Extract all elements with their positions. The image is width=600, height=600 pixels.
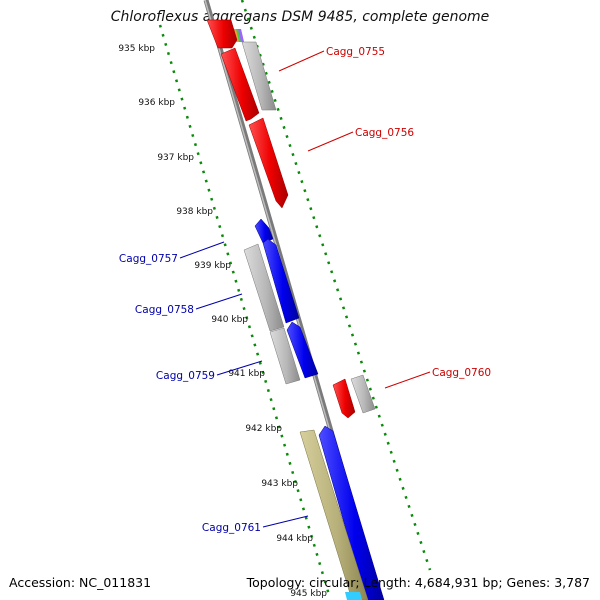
pseudo-feature[interactable] xyxy=(350,374,376,414)
inner-scale-track xyxy=(158,24,331,596)
feature-cluster-bottom xyxy=(345,592,362,600)
scale-label: 940 kbp xyxy=(211,315,248,325)
scale-label: 939 kbp xyxy=(194,261,231,271)
gene-label-cagg-0758[interactable]: Cagg_0758 xyxy=(135,304,194,316)
gene-label-cagg-0755[interactable]: Cagg_0755 xyxy=(326,46,385,58)
gene-feature-forward[interactable] xyxy=(220,47,260,122)
scale-label: 935 kbp xyxy=(118,44,155,54)
gene-label-cagg-0761[interactable]: Cagg_0761 xyxy=(202,522,261,534)
gene-feature-forward[interactable] xyxy=(332,378,356,419)
label-leader xyxy=(384,371,431,389)
scale-label: 945 kbp xyxy=(290,589,327,599)
gene-feature-reverse[interactable] xyxy=(262,238,300,324)
pseudo-feature[interactable] xyxy=(269,327,301,385)
pseudo-feature[interactable] xyxy=(243,243,285,332)
scale-label: 937 kbp xyxy=(157,153,194,163)
accession-text: Accession: NC_011831 xyxy=(9,575,152,590)
scale-label: 938 kbp xyxy=(176,207,213,217)
label-leader xyxy=(262,515,309,528)
label-leader xyxy=(307,131,354,152)
gene-label-cagg-0757[interactable]: Cagg_0757 xyxy=(119,253,178,265)
scale-label: 943 kbp xyxy=(261,479,298,489)
gene-label-cagg-0756[interactable]: Cagg_0756 xyxy=(355,127,414,139)
map-title: Chloroflexus aggregans DSM 9485, complet… xyxy=(110,9,490,25)
scale-labels: 935 kbp 936 kbp 937 kbp 938 kbp 939 kbp … xyxy=(118,44,327,599)
pseudo-feature[interactable] xyxy=(241,41,277,111)
label-leader xyxy=(216,360,263,376)
scale-label: 936 kbp xyxy=(138,98,175,108)
gene-feature-forward[interactable] xyxy=(248,117,289,209)
genome-summary-text: Topology: circular; Length: 4,684,931 bp… xyxy=(246,575,590,590)
label-leader xyxy=(278,50,325,72)
label-leader xyxy=(179,241,225,259)
scale-label: 942 kbp xyxy=(245,424,282,434)
scale-label: 944 kbp xyxy=(276,534,313,544)
scale-label: 941 kbp xyxy=(228,369,265,379)
other-feature[interactable] xyxy=(299,429,369,600)
gene-label-cagg-0759[interactable]: Cagg_0759 xyxy=(156,370,215,382)
forward-gene-labels: Cagg_0755 Cagg_0756 Cagg_0760 xyxy=(278,46,491,389)
reverse-gene-labels: Cagg_0757 Cagg_0758 Cagg_0759 Cagg_0761 xyxy=(119,241,309,534)
label-leader xyxy=(195,293,243,310)
gene-feature-reverse[interactable] xyxy=(286,321,319,379)
gene-feature-forward[interactable] xyxy=(206,19,238,49)
gene-label-cagg-0760[interactable]: Cagg_0760 xyxy=(432,367,491,379)
